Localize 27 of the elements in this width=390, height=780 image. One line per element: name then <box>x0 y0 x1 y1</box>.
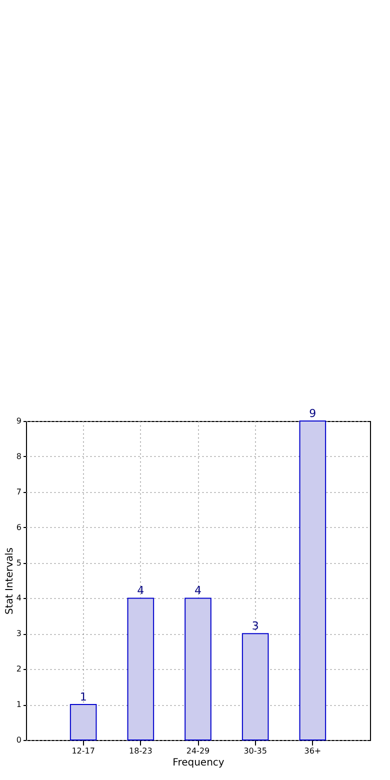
x-tick-label: 18-23 <box>129 746 152 756</box>
x-axis-title: Frequency <box>172 758 224 768</box>
bar <box>299 420 326 740</box>
y-tick-label: 8 <box>16 452 22 461</box>
y-tick-label: 2 <box>16 664 22 674</box>
y-tick-label: 4 <box>16 594 22 603</box>
data-label: 4 <box>194 584 202 598</box>
x-tick-label: 30-35 <box>244 746 267 756</box>
y-tick-label: 3 <box>16 629 22 638</box>
data-label: 9 <box>309 407 316 420</box>
data-label: 4 <box>137 584 144 598</box>
y-tick-label: 9 <box>16 416 22 426</box>
data-label: 1 <box>80 690 87 704</box>
bar <box>184 598 212 740</box>
y-tick-label: 7 <box>16 487 22 496</box>
bar <box>70 704 97 740</box>
y-axis-title: Stat Intervals <box>4 547 16 615</box>
y-tick-label: 1 <box>16 700 22 710</box>
x-tick-label: 12-17 <box>72 746 95 756</box>
y-tick-label: 6 <box>16 522 22 532</box>
x-tick-label: 24-29 <box>186 746 210 756</box>
y-tick-label: 5 <box>16 558 22 568</box>
bar <box>127 598 154 740</box>
y-tick-label: 0 <box>16 736 22 744</box>
bar <box>242 633 269 740</box>
x-tick-label: 36+ <box>304 746 322 756</box>
data-label: 3 <box>252 620 259 633</box>
